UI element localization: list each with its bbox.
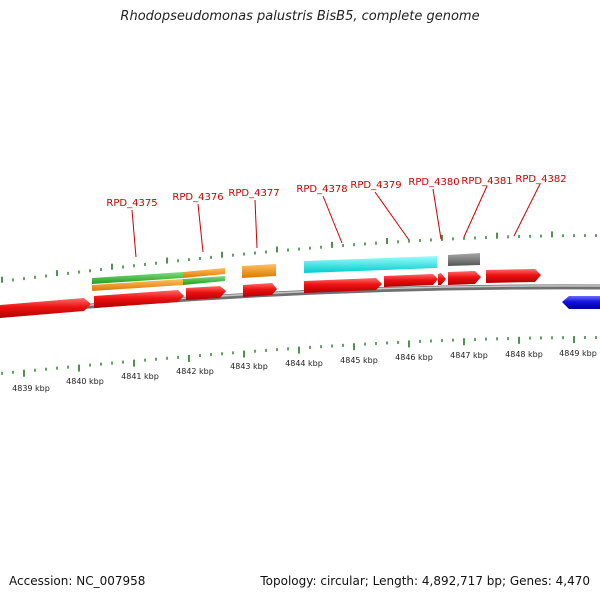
scale-label: 4844 kbp [285,359,323,368]
leader-line [513,183,541,237]
gene-arrow-forward [186,286,226,300]
gene-labels: RPD_4375 RPD_4376 RPD_4377 RPD_4378 RPD_… [106,174,566,209]
gene-arrow-forward [438,273,446,285]
scale-labels: 4839 kbp 4840 kbp 4841 kbp 4842 kbp 4843… [12,349,597,393]
label-leader-lines [131,183,541,258]
leader-line [254,199,258,249]
leader-line [463,185,488,238]
scale-label: 4848 kbp [505,350,543,359]
gene-label: RPD_4375 [106,198,157,209]
gene-arrow-forward [243,283,277,297]
map-title: Rhodopseudomonas palustris BisB5, comple… [120,9,480,24]
genome-summary-text: Topology: circular; Length: 4,892,717 bp… [260,574,590,588]
scale-label: 4845 kbp [340,356,378,365]
gene-arrow-forward [384,274,438,287]
gene-arrow-forward [94,290,184,308]
gene-arrow-forward [486,269,541,283]
feature-bar-green [183,276,225,285]
leader-line [131,209,137,258]
leader-line [322,195,343,244]
feature-bar-gray [448,253,480,266]
inner-scale-ticks [1,336,597,377]
gene-label: RPD_4377 [228,188,279,199]
gene-label: RPD_4376 [172,192,223,203]
scale-label: 4839 kbp [12,384,50,393]
scale-label: 4843 kbp [230,362,268,371]
leader-line [432,188,442,240]
feature-bar-cyan [304,256,437,273]
leader-line [374,191,410,241]
feature-bars [92,253,480,291]
genome-backbone [0,284,600,317]
gene-label: RPD_4380 [408,177,459,188]
feature-bar-orange [183,268,225,278]
gene-arrow-reverse [562,296,600,309]
gene-label: RPD_4378 [296,184,347,195]
scale-label: 4846 kbp [395,353,433,362]
outer-scale-ticks [1,231,597,283]
scale-label: 4840 kbp [66,377,104,386]
feature-bar-orange [92,279,183,291]
scale-label: 4842 kbp [176,367,214,376]
gene-arrow-forward [0,298,91,318]
gene-label: RPD_4379 [350,180,401,191]
scale-label: 4849 kbp [559,349,597,358]
scale-label: 4841 kbp [121,372,159,381]
gene-arrow-forward [304,278,382,293]
accession-text: Accession: NC_007958 [9,574,146,588]
scale-label: 4847 kbp [450,351,488,360]
gene-label: RPD_4382 [515,174,566,185]
genome-backbone-highlight [0,285,600,314]
feature-bar-orange [242,264,276,278]
gene-label: RPD_4381 [461,176,512,187]
gene-arrow-forward [448,271,481,285]
leader-line [197,203,204,253]
feature-bar-green [92,272,183,284]
forward-genes [0,269,541,318]
